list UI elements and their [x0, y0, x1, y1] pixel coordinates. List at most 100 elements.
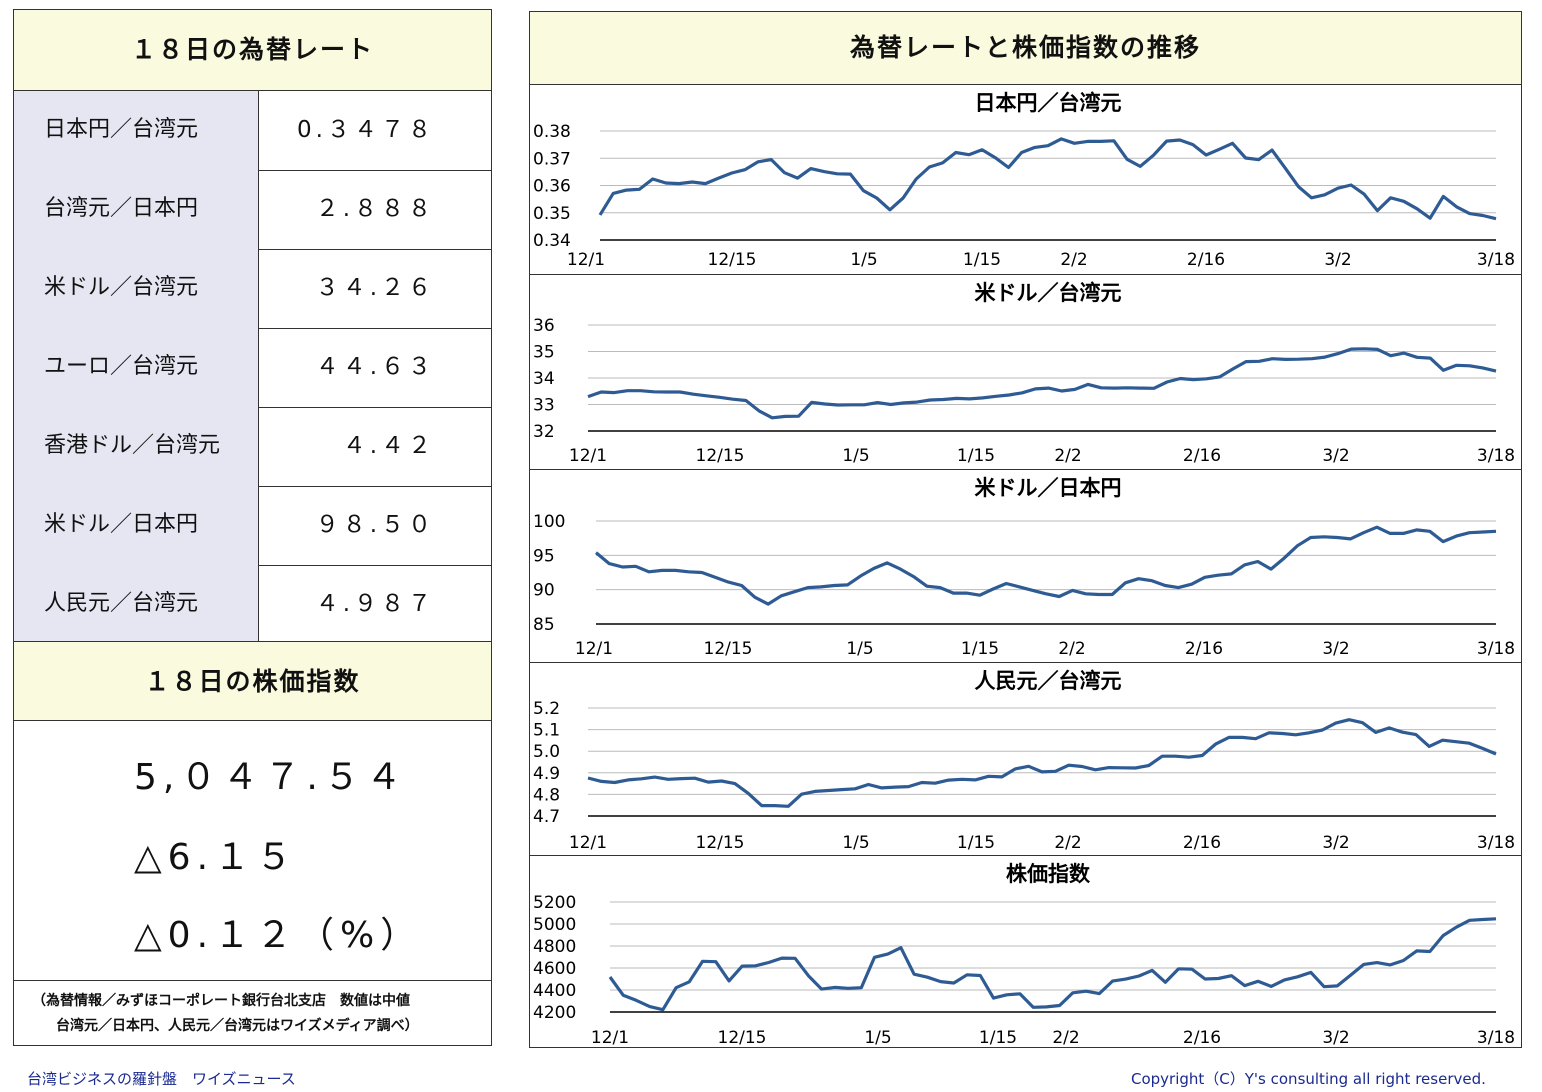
x-tick-label: 1/15	[961, 639, 999, 659]
x-tick-label: 2/16	[1183, 1028, 1221, 1048]
y-tick-label: 4600	[533, 959, 576, 979]
x-tick-label: 12/15	[696, 833, 745, 853]
rate-label: 香港ドル／台湾元	[14, 407, 259, 486]
y-tick-label: 4400	[533, 981, 576, 1001]
x-tick-label: 1/15	[957, 446, 995, 466]
x-tick-label: 2/2	[1058, 639, 1085, 659]
series-line	[608, 917, 1497, 1012]
y-tick-label: 4.9	[533, 764, 560, 784]
x-tick-label: 12/1	[575, 639, 613, 659]
rate-label: 人民元／台湾元	[14, 565, 259, 644]
x-tick-label: 12/15	[718, 1028, 767, 1048]
y-tick-label: 32	[533, 422, 555, 442]
line-chart: 人民元／台湾元 5.25.15.04.94.84.7 12/1 12/15 1/5 1/1…	[533, 669, 1515, 853]
right-panel: 為替レートと株価指数の推移 日本円／台湾元 0.38 0.37 0.36 0.35 0.3…	[529, 11, 1522, 1048]
y-tick-label: 0.38	[533, 122, 571, 142]
x-tick-label: 12/1	[567, 250, 605, 270]
chart-panel: 米ドル／日本円 100 95 90 85 12/1 12/15 1/5 1/15 2/2 2/16 3…	[530, 469, 1521, 663]
rate-value: 0.３４７８	[297, 117, 435, 143]
source-note: （為替情報／みずほコーポレート銀行台北支店 数値は中値 台湾元／日本円、人民元／…	[14, 980, 491, 1046]
rate-row: 米ドル／日本円 ９８.５０	[14, 486, 491, 566]
y-tick-label: 0.37	[533, 149, 571, 169]
x-tick-label: 12/15	[704, 639, 753, 659]
y-tick-label: 36	[533, 316, 555, 336]
y-tick-label: 0.36	[533, 177, 571, 197]
series-line	[587, 718, 1497, 808]
chart-panel: 米ドル／台湾元 36 35 34 33 32 12/1 12/15 1/5 1/15 2/2 2/16…	[530, 274, 1521, 470]
x-tick-label: 3/2	[1322, 833, 1349, 853]
rate-label: 台湾元／日本円	[14, 170, 259, 249]
x-tick-label: 12/1	[569, 446, 607, 466]
rate-row: 香港ドル／台湾元 ４.４２	[14, 407, 491, 487]
x-tick-label: 2/2	[1054, 833, 1081, 853]
x-tick-label: 2/16	[1187, 250, 1225, 270]
y-tick-label: 95	[533, 546, 555, 566]
x-tick-label: 3/18	[1477, 446, 1515, 466]
y-tick-label: 90	[533, 581, 555, 601]
x-tick-label: 2/2	[1060, 250, 1087, 270]
source-note-line2: 台湾元／日本円、人民元／台湾元はワイズメディア調べ）	[56, 1018, 419, 1034]
x-tick-label: 1/5	[864, 1028, 891, 1048]
left-panel: １８日の為替レート 日本円／台湾元 0.３４７８ 台湾元／日本円 ２.８８８ 米ドル／台…	[13, 9, 492, 1046]
rate-row: 人民元／台湾元 ４.９８７	[14, 565, 491, 645]
line-chart: 米ドル／台湾元 36 35 34 33 32 12/1 12/15 1/5 1/15 2/2 2/16…	[533, 281, 1515, 466]
x-tick-label: 3/18	[1477, 639, 1515, 659]
y-tick-label: 5.1	[533, 721, 560, 741]
y-tick-label: 4.8	[533, 785, 560, 805]
footer-site-name: 台湾ビジネスの羅針盤 ワイズニュース	[27, 1070, 296, 1088]
chart-title: 人民元／台湾元	[975, 669, 1122, 693]
x-tick-label: 1/15	[979, 1028, 1017, 1048]
rate-label: 日本円／台湾元	[14, 91, 259, 170]
source-note-line1: （為替情報／みずほコーポレート銀行台北支店 数値は中値	[32, 993, 410, 1009]
rate-row: 台湾元／日本円 ２.８８８	[14, 170, 491, 250]
x-tick-label: 3/2	[1322, 639, 1349, 659]
chart-panel: 株価指数 5200 5000 4800 4600 4400 4200 12/1 12/15 1/5…	[530, 855, 1521, 1049]
rate-label: ユーロ／台湾元	[14, 328, 259, 407]
y-tick-label: 5.0	[533, 742, 560, 762]
chart-title: 日本円／台湾元	[975, 91, 1122, 115]
y-tick-label: 0.35	[533, 204, 571, 224]
rate-value: ４４.６３	[315, 354, 435, 380]
x-tick-label: 2/2	[1054, 446, 1081, 466]
stock-value: 5,０４７.５４	[134, 757, 408, 798]
rate-value: ２.８８８	[315, 196, 435, 222]
x-tick-label: 3/18	[1477, 833, 1515, 853]
y-tick-label: 33	[533, 396, 555, 416]
rate-row: 日本円／台湾元 0.３４７８	[14, 91, 491, 171]
rate-label: 米ドル／日本円	[14, 486, 259, 565]
stock-title: １８日の株価指数	[14, 641, 491, 721]
y-tick-label: 5200	[533, 893, 576, 913]
chart-title: 米ドル／台湾元	[975, 281, 1122, 305]
rates-title: １８日の為替レート	[14, 10, 491, 91]
chart-title: 株価指数	[1006, 862, 1091, 886]
x-tick-label: 3/2	[1324, 250, 1351, 270]
series-line	[594, 525, 1497, 606]
series-line	[598, 137, 1497, 221]
x-tick-label: 1/15	[957, 833, 995, 853]
y-tick-label: 4200	[533, 1003, 576, 1023]
chart-panel: 人民元／台湾元 5.2 5.1 5.0 4.9 4.8 4.7 12/1 12/15 1/5 1/1…	[530, 662, 1521, 856]
x-tick-label: 2/16	[1183, 833, 1221, 853]
x-tick-label: 1/5	[846, 639, 873, 659]
y-tick-label: 4800	[533, 937, 576, 957]
y-tick-label: 5.2	[533, 699, 560, 719]
line-chart: 米ドル／日本円 100 95 90 85 12/1 12/15 1/5 1/15 2/2 2/16 3…	[533, 476, 1515, 659]
rate-row: 米ドル／台湾元 ３４.２６	[14, 249, 491, 329]
chart-panel: 日本円／台湾元 0.38 0.37 0.36 0.35 0.34 12/1 12/15 1/5 1…	[530, 84, 1521, 275]
y-tick-label: 0.34	[533, 231, 571, 251]
x-tick-label: 1/5	[842, 446, 869, 466]
x-tick-label: 3/18	[1477, 250, 1515, 270]
x-tick-label: 2/2	[1052, 1028, 1079, 1048]
x-tick-label: 1/15	[963, 250, 1001, 270]
x-tick-label: 12/1	[591, 1028, 629, 1048]
series-line	[587, 347, 1497, 420]
x-tick-label: 2/16	[1185, 639, 1223, 659]
x-tick-label: 3/18	[1477, 1028, 1515, 1048]
stock-change-pct: △0.１２（%）	[134, 915, 423, 956]
stock-change: △6.１５	[134, 837, 299, 878]
y-tick-label: 100	[533, 512, 565, 532]
y-tick-label: 4.7	[533, 807, 560, 827]
x-tick-label: 12/1	[569, 833, 607, 853]
